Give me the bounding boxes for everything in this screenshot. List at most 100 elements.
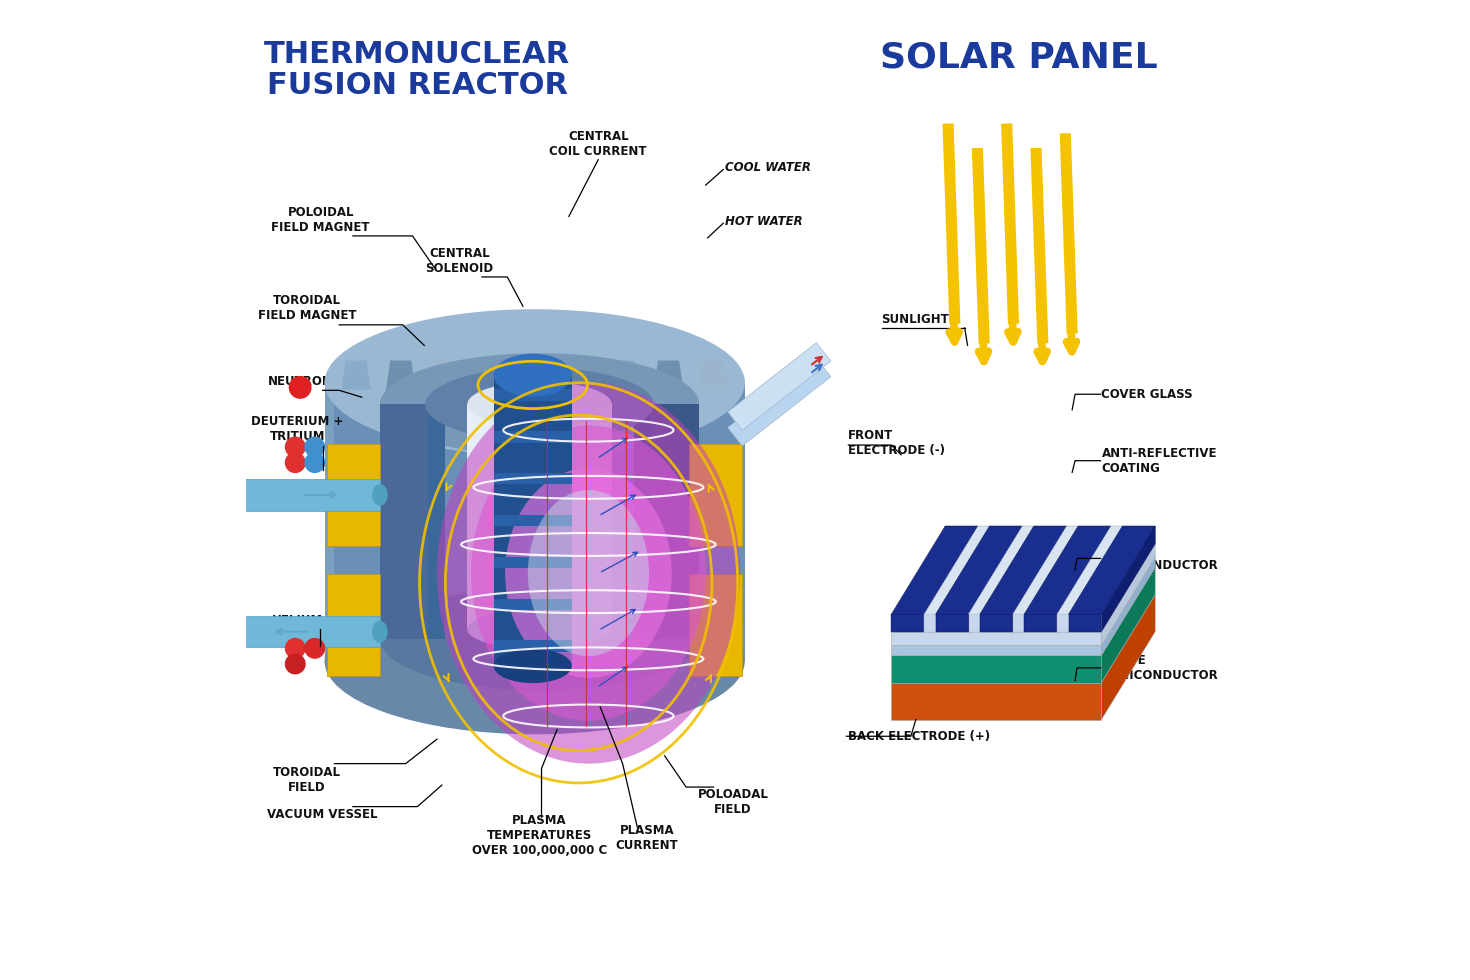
Polygon shape (891, 656, 1101, 682)
Polygon shape (969, 614, 980, 632)
Polygon shape (980, 614, 1013, 632)
Ellipse shape (467, 610, 612, 650)
Polygon shape (520, 361, 550, 390)
Polygon shape (467, 405, 612, 629)
Polygon shape (475, 361, 504, 390)
Polygon shape (989, 526, 1022, 544)
Text: CENTRAL
SOLENOID: CENTRAL SOLENOID (425, 247, 494, 275)
Polygon shape (891, 558, 1155, 646)
Polygon shape (891, 614, 925, 632)
Polygon shape (1123, 526, 1155, 544)
Text: TOROIDAL
FIELD MAGNET: TOROIDAL FIELD MAGNET (257, 294, 356, 321)
Polygon shape (1111, 526, 1123, 544)
Polygon shape (1078, 526, 1111, 544)
Text: FRONT
ELECTRODE (-): FRONT ELECTRODE (-) (848, 429, 945, 457)
Polygon shape (494, 599, 572, 611)
Text: PLASMA
TEMPERATURES
OVER 100,000,000 C: PLASMA TEMPERATURES OVER 100,000,000 C (472, 814, 607, 858)
Polygon shape (1101, 558, 1155, 656)
Ellipse shape (325, 322, 745, 443)
Circle shape (304, 453, 325, 472)
Polygon shape (698, 361, 728, 390)
Circle shape (285, 639, 304, 659)
Polygon shape (638, 405, 700, 639)
Polygon shape (925, 526, 989, 614)
Polygon shape (945, 526, 978, 544)
Text: THERMONUCLEAR
FUSION REACTOR: THERMONUCLEAR FUSION REACTOR (265, 40, 570, 100)
Polygon shape (1013, 614, 1025, 632)
Polygon shape (1057, 526, 1123, 614)
Polygon shape (494, 557, 572, 568)
Ellipse shape (494, 354, 572, 397)
Polygon shape (609, 361, 638, 390)
Ellipse shape (425, 368, 654, 441)
Polygon shape (1101, 595, 1155, 719)
Polygon shape (325, 382, 745, 662)
Text: VACUUM VESSEL: VACUUM VESSEL (268, 808, 378, 820)
Text: CENTRAL
COIL CURRENT: CENTRAL COIL CURRENT (550, 129, 647, 158)
Ellipse shape (372, 484, 388, 506)
Polygon shape (925, 526, 978, 632)
Text: TOROIDAL
FIELD: TOROIDAL FIELD (273, 765, 341, 794)
Polygon shape (1025, 614, 1057, 632)
Polygon shape (1101, 526, 1155, 632)
Polygon shape (689, 444, 742, 546)
Polygon shape (1025, 526, 1078, 632)
Polygon shape (1101, 544, 1155, 646)
Ellipse shape (470, 425, 706, 720)
Polygon shape (494, 641, 572, 653)
Text: COVER GLASS: COVER GLASS (1101, 388, 1194, 401)
Polygon shape (494, 472, 572, 484)
Text: DEUTERIUM +
TRITIUM: DEUTERIUM + TRITIUM (251, 416, 344, 443)
Circle shape (304, 437, 325, 457)
Circle shape (304, 639, 325, 659)
Polygon shape (1101, 567, 1155, 682)
Polygon shape (891, 632, 1101, 646)
Polygon shape (1067, 526, 1078, 544)
Polygon shape (936, 614, 969, 632)
Polygon shape (232, 616, 379, 648)
Polygon shape (891, 544, 1155, 632)
Ellipse shape (437, 382, 739, 763)
Circle shape (290, 376, 310, 398)
Polygon shape (891, 646, 1101, 656)
Ellipse shape (372, 620, 388, 643)
Circle shape (285, 453, 304, 472)
Polygon shape (1057, 614, 1069, 632)
Polygon shape (328, 574, 379, 675)
Text: NEUTRON: NEUTRON (268, 375, 332, 388)
Ellipse shape (325, 310, 745, 456)
Ellipse shape (223, 484, 240, 506)
Polygon shape (969, 526, 1022, 632)
Text: HELIUM: HELIUM (272, 613, 323, 627)
Polygon shape (980, 526, 1067, 614)
Polygon shape (689, 574, 742, 675)
Text: P-TYPE
SEMICONDUCTOR: P-TYPE SEMICONDUCTOR (1101, 654, 1219, 682)
Ellipse shape (494, 649, 572, 683)
Polygon shape (634, 405, 651, 639)
Polygon shape (232, 479, 379, 511)
Polygon shape (936, 526, 1022, 614)
Polygon shape (387, 361, 416, 390)
Polygon shape (564, 361, 594, 390)
Text: POLOADAL
FIELD: POLOADAL FIELD (698, 788, 769, 816)
Polygon shape (728, 343, 831, 430)
Text: COOL WATER: COOL WATER (725, 161, 811, 174)
Polygon shape (1013, 526, 1067, 632)
Polygon shape (1069, 614, 1101, 632)
Text: N-TYPE
SEMICONDUCTOR: N-TYPE SEMICONDUCTOR (1101, 545, 1219, 572)
Polygon shape (1025, 526, 1111, 614)
Polygon shape (978, 526, 989, 544)
Polygon shape (1057, 526, 1111, 632)
Polygon shape (494, 514, 572, 526)
Circle shape (285, 437, 304, 457)
Polygon shape (1069, 526, 1155, 614)
Polygon shape (341, 361, 370, 390)
Ellipse shape (325, 588, 745, 734)
Polygon shape (891, 526, 978, 614)
Polygon shape (1013, 526, 1078, 614)
Text: POLOIDAL
FIELD MAGNET: POLOIDAL FIELD MAGNET (272, 206, 370, 234)
Text: ANTI-REFLECTIVE
COATING: ANTI-REFLECTIVE COATING (1101, 447, 1217, 474)
Text: SOLAR PANEL: SOLAR PANEL (879, 40, 1157, 74)
Polygon shape (494, 431, 572, 443)
Text: PLASMA
CURRENT: PLASMA CURRENT (616, 824, 679, 853)
